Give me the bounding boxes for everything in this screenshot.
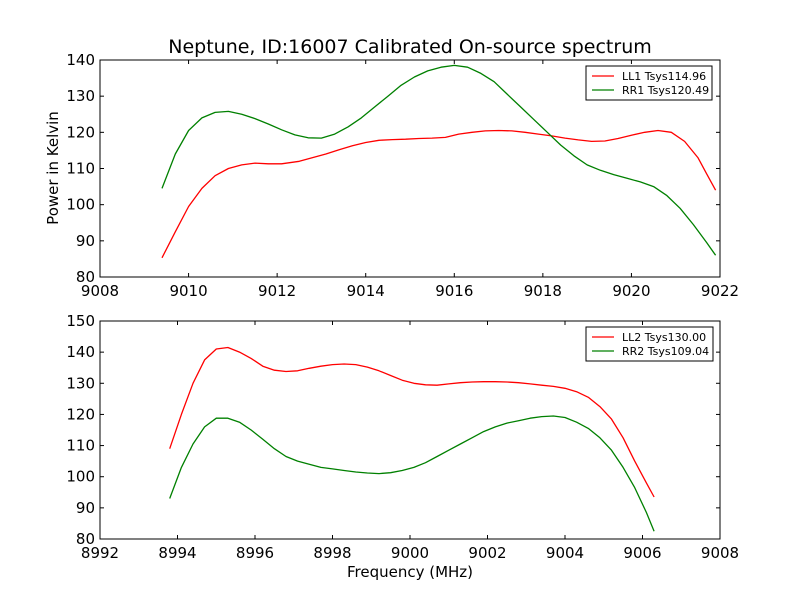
bottom-series-line-1	[169, 346, 655, 498]
figure-title: Neptune, ID:16007 Calibrated On-source s…	[168, 36, 652, 58]
bottom-x-tick-label: 9002	[468, 544, 506, 562]
top-x-tick-label: 9008	[81, 282, 119, 300]
bottom-series	[169, 346, 655, 532]
bottom-x-tick-label: 9006	[623, 544, 661, 562]
top-legend-label-2: RR1 Tsys120.49	[622, 84, 709, 97]
bottom-series-line-2	[169, 415, 655, 532]
top-ticks: 9008 9010 9012 9014 9016 9018 9020 9022 80 90 100 1…	[66, 51, 739, 300]
top-y-tick-label: 120	[66, 123, 95, 141]
y-axis-label: Power in Kelvin	[44, 111, 62, 225]
bottom-ticks: 8992 8994 8996 8998 9000 9002 9004 9006 9008 80 90…	[66, 312, 739, 562]
bottom-x-tick-label: 8992	[81, 544, 119, 562]
bottom-x-tick-label: 9004	[546, 544, 584, 562]
top-subplot: 9008 9010 9012 9014 9016 9018 9020 9022 80 90 100 1…	[66, 51, 739, 300]
bottom-x-tick-label: 9000	[391, 544, 429, 562]
top-y-tick-label: 130	[66, 87, 95, 105]
bottom-x-tick-label: 8996	[236, 544, 274, 562]
bottom-y-tick-label: 120	[66, 405, 95, 423]
top-x-tick-label: 9014	[347, 282, 385, 300]
bottom-x-tick-label: 9008	[701, 544, 739, 562]
bottom-y-tick-label: 140	[66, 343, 95, 361]
top-series-line-2	[161, 64, 717, 256]
bottom-y-tick-label: 150	[66, 312, 95, 330]
bottom-legend-box	[585, 326, 714, 362]
top-x-tick-label: 9016	[435, 282, 473, 300]
top-x-tick-label: 9010	[169, 282, 207, 300]
top-y-tick-label: 110	[66, 160, 95, 178]
top-legend-box	[585, 65, 713, 101]
top-series	[161, 64, 717, 259]
x-axis-label: Frequency (MHz)	[347, 563, 473, 581]
bottom-y-tick-label: 90	[76, 499, 95, 517]
bottom-y-tick-label: 100	[66, 468, 95, 486]
bottom-x-tick-label: 8998	[313, 544, 351, 562]
top-x-tick-label: 9018	[524, 282, 562, 300]
top-x-tick-label: 9012	[258, 282, 296, 300]
top-y-tick-label: 80	[76, 268, 95, 286]
top-y-tick-label: 100	[66, 196, 95, 214]
bottom-y-tick-label: 130	[66, 374, 95, 392]
bottom-subplot: 8992 8994 8996 8998 9000 9002 9004 9006 9008 80 90…	[66, 312, 739, 562]
bottom-x-tick-label: 8994	[158, 544, 196, 562]
top-x-tick-label: 9020	[612, 282, 650, 300]
bottom-legend-label-2: RR2 Tsys109.04	[622, 345, 709, 358]
bottom-legend-label-1: LL2 Tsys130.00	[622, 331, 706, 344]
bottom-y-tick-label: 110	[66, 437, 95, 455]
bottom-y-tick-label: 80	[76, 530, 95, 548]
top-legend-label-1: LL1 Tsys114.96	[622, 70, 706, 83]
top-series-line-1	[161, 129, 717, 259]
top-x-tick-label: 9022	[701, 282, 739, 300]
top-y-tick-label: 90	[76, 232, 95, 250]
top-y-tick-label: 140	[66, 51, 95, 69]
